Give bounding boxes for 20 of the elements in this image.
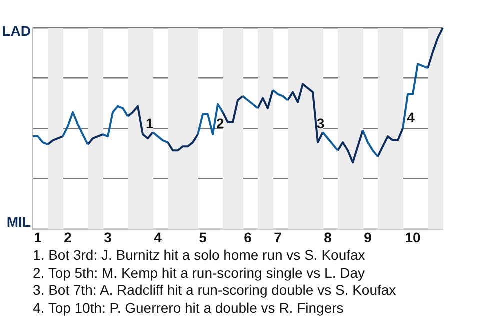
annotation: 2 [216,115,224,132]
x-tick-label: 3 [104,229,112,246]
text: 1. Bot 3rd: J. Burnitz hit a solo home run vs S. Koufax [33,247,366,264]
x-tick-label: 1 [34,229,42,246]
x-tick-label: 4 [154,229,162,246]
text: 2. Top 5th: M. Kemp hit a run-scoring single vs L. Day [33,264,366,282]
text: MIL [6,214,32,230]
x-tick-label: 9 [364,229,372,246]
annotation: 1 [146,115,154,132]
annotation: 4 [407,109,416,126]
x-tick-label: 5 [199,229,208,246]
x-tick-label: 6 [244,229,252,246]
text: 4. Top 10th: P. Guerrero hit a double vs R. Fingers [33,300,345,317]
x-tick-label: 8 [324,229,332,246]
x-tick-label: 2 [64,229,72,246]
annotation: 3 [316,115,325,132]
text: LAD [2,22,31,39]
text: 3. Bot 7th: A. Radcliff hit a run-scoring double vs S. Koufax [33,282,398,300]
x-tick-label: 7 [274,229,282,246]
x-tick-label: 10 [405,229,421,246]
